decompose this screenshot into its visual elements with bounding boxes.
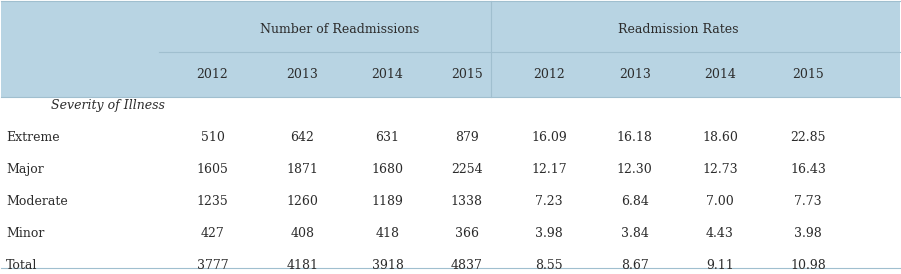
Text: 16.43: 16.43 bbox=[790, 163, 826, 176]
Text: 418: 418 bbox=[376, 227, 400, 240]
Text: 6.84: 6.84 bbox=[621, 195, 649, 208]
Text: 2013: 2013 bbox=[619, 68, 651, 81]
Text: Major: Major bbox=[6, 163, 43, 176]
Text: Readmission Rates: Readmission Rates bbox=[618, 23, 739, 36]
Text: 3.98: 3.98 bbox=[535, 227, 563, 240]
Text: 16.09: 16.09 bbox=[532, 131, 567, 144]
Text: 1260: 1260 bbox=[287, 195, 318, 208]
Text: 7.23: 7.23 bbox=[535, 195, 563, 208]
Text: 3.84: 3.84 bbox=[621, 227, 649, 240]
Text: 1680: 1680 bbox=[371, 163, 404, 176]
Text: 12.17: 12.17 bbox=[532, 163, 567, 176]
Text: 4837: 4837 bbox=[450, 259, 483, 272]
Text: Number of Readmissions: Number of Readmissions bbox=[260, 23, 419, 36]
Text: 1605: 1605 bbox=[196, 163, 229, 176]
Text: 631: 631 bbox=[376, 131, 400, 144]
Text: 1338: 1338 bbox=[450, 195, 483, 208]
Text: 3777: 3777 bbox=[196, 259, 228, 272]
Text: 510: 510 bbox=[201, 131, 224, 144]
Text: 2254: 2254 bbox=[450, 163, 482, 176]
Text: Extreme: Extreme bbox=[6, 131, 59, 144]
Text: 4181: 4181 bbox=[287, 259, 318, 272]
Text: 427: 427 bbox=[201, 227, 224, 240]
Text: Moderate: Moderate bbox=[6, 195, 68, 208]
Text: Total: Total bbox=[6, 259, 37, 272]
Bar bbox=[2, 52, 899, 98]
Text: 1235: 1235 bbox=[196, 195, 228, 208]
Bar bbox=[2, 1, 899, 52]
Text: 2013: 2013 bbox=[287, 68, 318, 81]
Text: Minor: Minor bbox=[6, 227, 44, 240]
Text: 2014: 2014 bbox=[372, 68, 404, 81]
Text: 18.60: 18.60 bbox=[702, 131, 738, 144]
Text: 2014: 2014 bbox=[704, 68, 736, 81]
Text: 7.00: 7.00 bbox=[706, 195, 733, 208]
Text: 12.30: 12.30 bbox=[617, 163, 652, 176]
Text: 366: 366 bbox=[455, 227, 478, 240]
Text: 642: 642 bbox=[290, 131, 314, 144]
Text: 10.98: 10.98 bbox=[790, 259, 826, 272]
Text: 22.85: 22.85 bbox=[790, 131, 825, 144]
Text: 1871: 1871 bbox=[287, 163, 318, 176]
Text: 9.11: 9.11 bbox=[706, 259, 733, 272]
Text: 16.18: 16.18 bbox=[616, 131, 652, 144]
Text: 12.73: 12.73 bbox=[702, 163, 738, 176]
Text: 4.43: 4.43 bbox=[706, 227, 734, 240]
Text: 2012: 2012 bbox=[196, 68, 228, 81]
Text: 7.73: 7.73 bbox=[794, 195, 822, 208]
Text: 3918: 3918 bbox=[372, 259, 404, 272]
Text: 879: 879 bbox=[455, 131, 478, 144]
Text: 2015: 2015 bbox=[450, 68, 483, 81]
Text: 8.67: 8.67 bbox=[621, 259, 649, 272]
Text: 1189: 1189 bbox=[372, 195, 404, 208]
Text: 2012: 2012 bbox=[533, 68, 565, 81]
Text: 3.98: 3.98 bbox=[794, 227, 822, 240]
Text: 8.55: 8.55 bbox=[535, 259, 563, 272]
Text: 408: 408 bbox=[290, 227, 314, 240]
Text: 2015: 2015 bbox=[792, 68, 824, 81]
Text: Severity of Illness: Severity of Illness bbox=[50, 99, 165, 112]
